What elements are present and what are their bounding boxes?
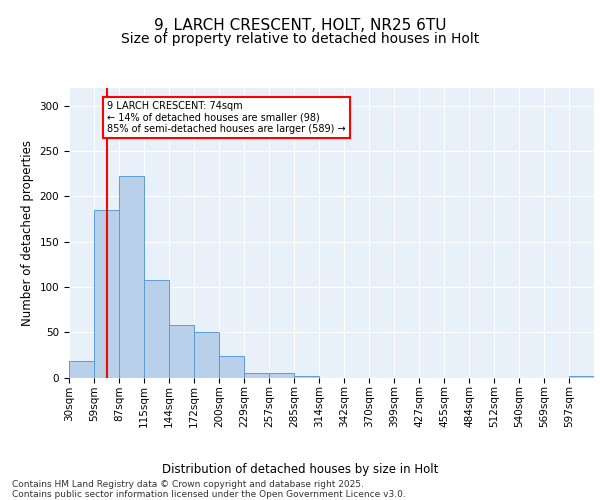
Bar [119,176,144,378]
Text: 9, LARCH CRESCENT, HOLT, NR25 6TU: 9, LARCH CRESCENT, HOLT, NR25 6TU [154,18,446,32]
Bar [94,210,119,378]
Bar [194,332,219,378]
Bar [169,325,194,378]
Text: Contains HM Land Registry data © Crown copyright and database right 2025.
Contai: Contains HM Land Registry data © Crown c… [12,480,406,500]
Bar [244,373,269,378]
Bar [69,361,94,378]
Bar [219,356,244,378]
Text: Distribution of detached houses by size in Holt: Distribution of detached houses by size … [162,462,438,475]
Y-axis label: Number of detached properties: Number of detached properties [21,140,34,326]
Bar [294,376,319,378]
Bar [144,280,169,378]
Bar [569,376,594,378]
Bar [269,373,294,378]
Text: Size of property relative to detached houses in Holt: Size of property relative to detached ho… [121,32,479,46]
Text: 9 LARCH CRESCENT: 74sqm
← 14% of detached houses are smaller (98)
85% of semi-de: 9 LARCH CRESCENT: 74sqm ← 14% of detache… [107,101,346,134]
